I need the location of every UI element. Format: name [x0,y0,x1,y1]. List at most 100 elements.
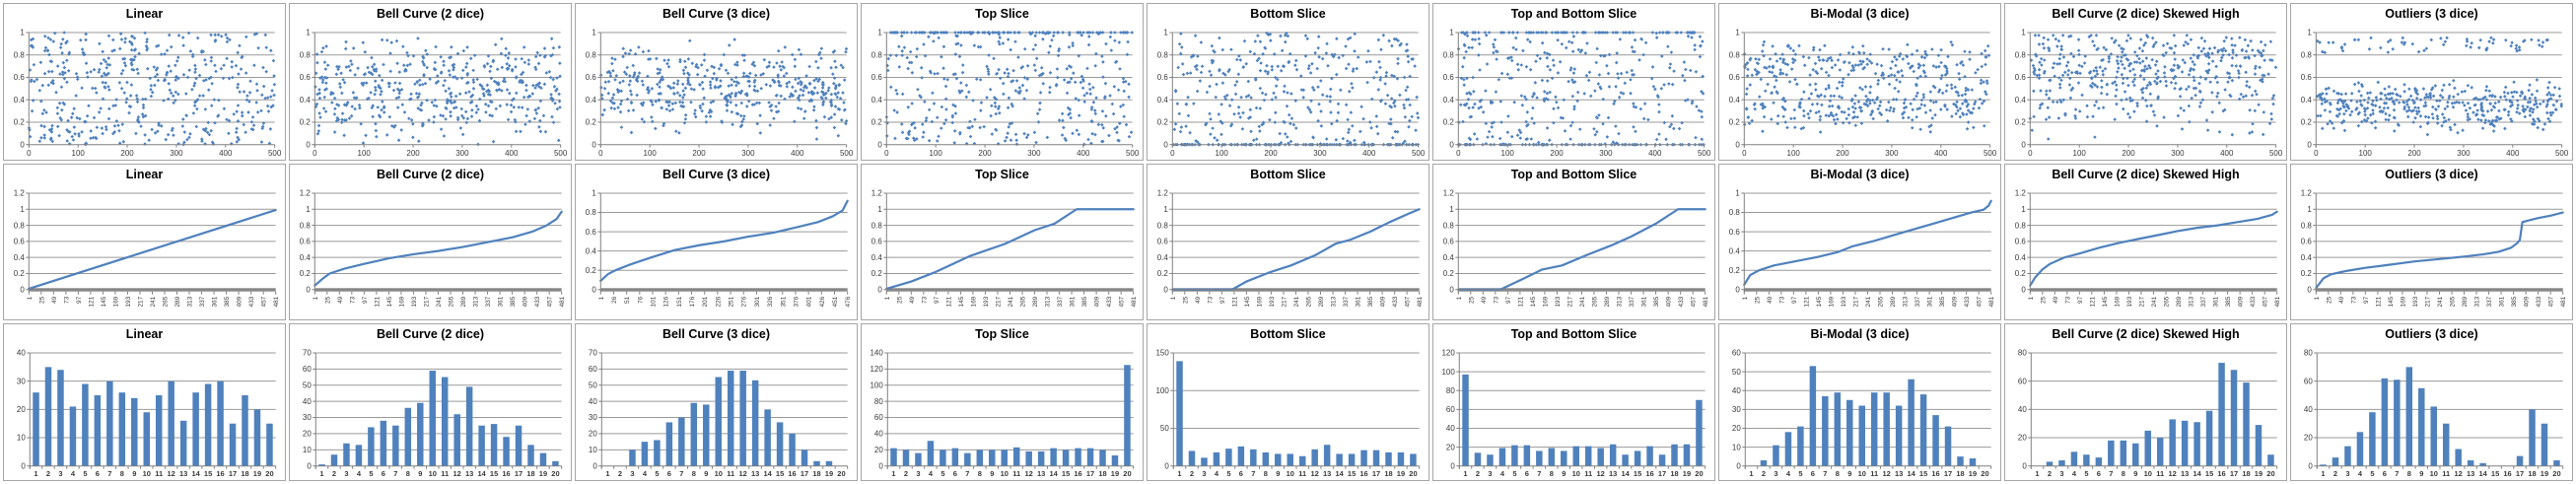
svg-text:4: 4 [1215,470,1219,479]
svg-text:3: 3 [916,470,920,479]
svg-text:433: 433 [2536,296,2542,307]
svg-text:5: 5 [1512,470,1516,479]
svg-text:241: 241 [1293,296,1300,307]
svg-text:1: 1 [2021,205,2026,214]
svg-text:426: 426 [819,296,826,307]
svg-text:17: 17 [229,470,237,479]
svg-text:457: 457 [1691,296,1698,307]
svg-text:16: 16 [788,470,796,479]
svg-text:30: 30 [1732,405,1741,414]
svg-text:0.6: 0.6 [2015,73,2027,82]
scatter-plot-bell-curve-3-dice: 0 0.2 0.4 0.6 0.8 1 0 100 200 300 400 500 [586,29,854,158]
svg-text:10: 10 [1858,470,1866,479]
svg-text:20: 20 [2552,470,2560,479]
svg-text:169: 169 [112,296,119,307]
svg-text:0.4: 0.4 [586,96,597,104]
svg-text:97: 97 [1219,296,1226,304]
svg-text:451: 451 [832,296,839,307]
svg-text:0: 0 [2021,140,2026,149]
svg-text:14: 14 [1335,470,1344,479]
svg-text:1.2: 1.2 [1157,188,1169,197]
svg-text:0: 0 [2307,285,2312,294]
svg-text:5: 5 [83,470,87,479]
svg-text:20: 20 [589,430,597,439]
svg-text:0.8: 0.8 [2015,50,2027,59]
svg-text:217: 217 [2138,296,2145,307]
svg-text:0.8: 0.8 [1443,221,1455,230]
svg-text:300: 300 [1027,149,1041,158]
svg-text:409: 409 [522,296,529,307]
svg-text:0.2: 0.2 [871,118,883,127]
svg-text:150: 150 [1155,349,1169,358]
svg-text:193: 193 [1555,296,1562,307]
svg-text:7: 7 [393,470,397,479]
svg-text:241: 241 [1008,296,1014,307]
svg-text:0.8: 0.8 [1729,208,1741,217]
svg-text:0: 0 [884,149,889,158]
svg-text:433: 433 [534,296,541,307]
svg-text:8: 8 [692,470,696,479]
svg-text:2: 2 [618,470,622,479]
svg-text:193: 193 [983,296,990,307]
svg-text:26: 26 [611,296,618,304]
chart-scatter-top-slice: Top Slice 0 0.2 0.4 0.6 0.8 1 0 100 200 300 400 500 [861,3,1144,161]
chart-title: Linear [125,327,164,342]
svg-text:73: 73 [1207,296,1214,304]
svg-text:0.6: 0.6 [300,237,312,245]
svg-text:289: 289 [1604,296,1611,307]
svg-text:193: 193 [125,296,132,307]
svg-text:385: 385 [1367,296,1374,307]
svg-text:12: 12 [739,470,747,479]
svg-text:73: 73 [349,296,356,304]
svg-text:121: 121 [2375,296,2382,307]
chart-title: Bi-Modal (3 dice) [1810,327,1910,342]
svg-text:337: 337 [1915,296,1921,307]
svg-text:361: 361 [2213,296,2220,307]
chart-bar-bi-modal-3-dice: Bi-Modal (3 dice) 0 10 20 30 40 50 60 1 2 3 4 5 6 7 8 9… [1718,323,2001,481]
svg-text:5: 5 [655,470,659,479]
svg-text:18: 18 [1384,470,1392,479]
svg-text:500: 500 [268,149,282,158]
svg-text:401: 401 [806,296,813,307]
svg-text:10: 10 [1287,470,1294,479]
svg-text:4: 4 [643,470,648,479]
svg-text:361: 361 [1641,296,1648,307]
svg-text:16: 16 [1931,470,1939,479]
svg-text:500: 500 [840,149,854,158]
svg-text:80: 80 [2018,349,2027,358]
svg-text:1: 1 [1463,470,1467,479]
svg-text:0: 0 [1735,140,1740,149]
svg-text:9: 9 [704,470,708,479]
svg-text:313: 313 [473,296,480,307]
svg-text:60: 60 [1732,349,1741,358]
chart-title: Bell Curve (2 dice) [376,167,485,181]
svg-text:169: 169 [1542,296,1549,307]
svg-text:2: 2 [1762,470,1766,479]
svg-text:400: 400 [1934,149,1948,158]
svg-text:20: 20 [2304,434,2313,443]
svg-text:151: 151 [676,296,683,307]
svg-text:7: 7 [1823,470,1827,479]
svg-text:193: 193 [1269,296,1276,307]
svg-text:60: 60 [874,414,883,423]
svg-text:9: 9 [1276,470,1280,479]
svg-text:457: 457 [261,296,268,307]
svg-text:30: 30 [589,414,597,423]
svg-text:1: 1 [2307,29,2312,37]
chart-scatter-bell-curve-2-dice: Bell Curve (2 dice) 0 0.2 0.4 0.6 0.8 1 0 100 20… [289,3,572,161]
svg-text:13: 13 [2467,470,2474,479]
svg-text:289: 289 [460,296,467,307]
svg-text:9: 9 [2133,470,2137,479]
chart-title: Bell Curve (2 dice) Skewed High [2052,167,2240,181]
svg-text:20: 20 [874,446,883,454]
svg-text:0.8: 0.8 [2015,221,2027,230]
svg-text:1.2: 1.2 [14,188,26,197]
svg-text:100: 100 [870,381,883,390]
svg-text:385: 385 [2511,296,2518,307]
chart-title: Top and Bottom Slice [1510,167,1637,181]
svg-text:0.8: 0.8 [14,50,26,59]
svg-text:2: 2 [2048,470,2052,479]
svg-text:14: 14 [2478,470,2487,479]
svg-text:241: 241 [150,296,157,307]
